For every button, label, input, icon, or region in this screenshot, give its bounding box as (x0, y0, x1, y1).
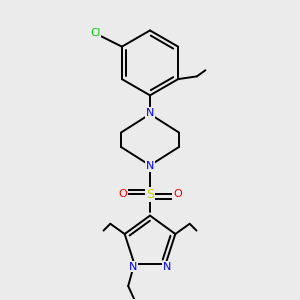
Text: N: N (146, 161, 154, 171)
Text: N: N (163, 262, 172, 272)
Text: Cl: Cl (90, 28, 101, 38)
Text: N: N (128, 262, 137, 272)
Text: O: O (173, 189, 182, 200)
Text: O: O (118, 189, 127, 200)
Text: N: N (146, 108, 154, 118)
Text: S: S (146, 188, 154, 201)
